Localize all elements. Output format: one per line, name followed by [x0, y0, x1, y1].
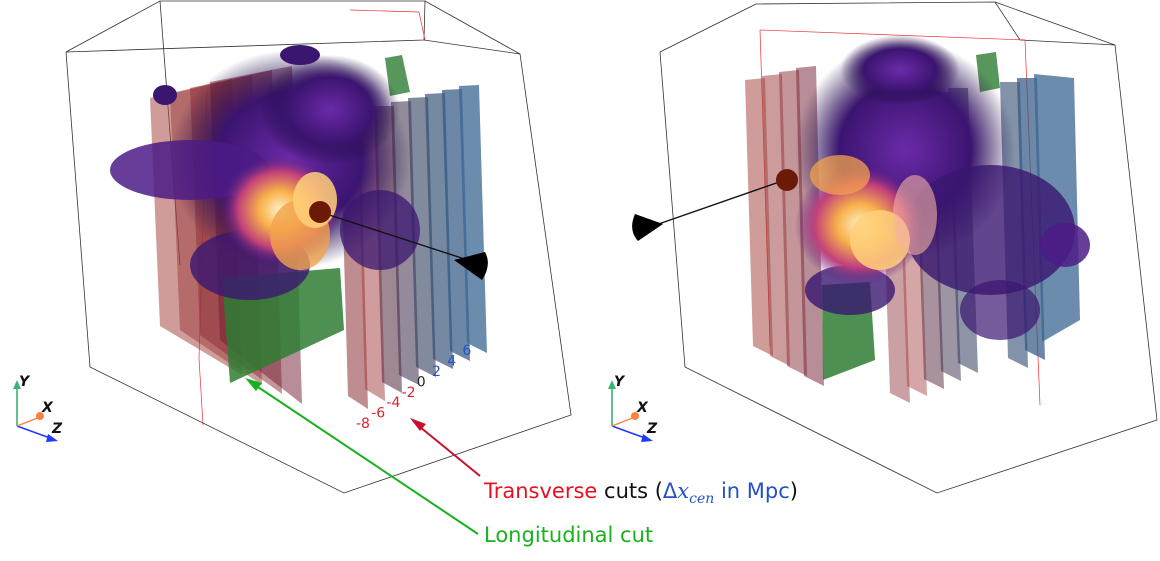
cut-tick-label: -4 [386, 395, 400, 411]
left-axis-x-label: X [41, 400, 54, 416]
cut-tick-label: 6 [462, 343, 471, 359]
transverse-word: Transverse [484, 479, 598, 503]
transverse-cuts-caption: Transverse cuts (Δxcen in Mpc) [484, 479, 798, 508]
left-target-sphere [309, 201, 331, 223]
cut-tick-label: 2 [432, 364, 441, 380]
cut-tick-label: -6 [371, 406, 385, 422]
left-volume-render [110, 45, 420, 300]
right-axis-x-label: X [636, 400, 649, 416]
longitudinal-arrow [245, 378, 479, 535]
close-paren: ) [789, 479, 798, 503]
right-axes-triad: Y X Z [608, 374, 658, 442]
right-observer-cone [632, 214, 663, 241]
right-panel: Y X Z [608, 1, 1158, 494]
cut-tick-label: 4 [447, 354, 456, 370]
unit-text: in Mpc [714, 479, 790, 503]
delta-symbol: Δ [662, 479, 678, 503]
right-target-sphere [776, 169, 798, 191]
right-bounding-box [659, 1, 1158, 494]
transverse-arrow [410, 418, 481, 477]
right-line-of-sight [632, 169, 798, 241]
left-axis-y-label: Y [19, 374, 31, 390]
right-axis-z-label: Z [646, 421, 658, 437]
cut-tick-label: -8 [356, 416, 370, 432]
x-variable: x [677, 479, 690, 503]
left-observer-cone [454, 252, 488, 280]
cut-tick-label: -2 [402, 385, 416, 401]
cuts-word: cuts ( [597, 479, 663, 503]
left-line-of-sight [309, 201, 488, 280]
right-axis-y-label: Y [614, 374, 626, 390]
left-axis-z-label: Z [51, 421, 63, 437]
longitudinal-cut-caption: Longitudinal cut [484, 523, 654, 547]
cut-tick-label: 0 [417, 374, 426, 390]
cen-subscript: cen [689, 491, 715, 508]
left-axes-triad: Y X Z [13, 374, 63, 442]
right-volume-render [795, 35, 1090, 340]
